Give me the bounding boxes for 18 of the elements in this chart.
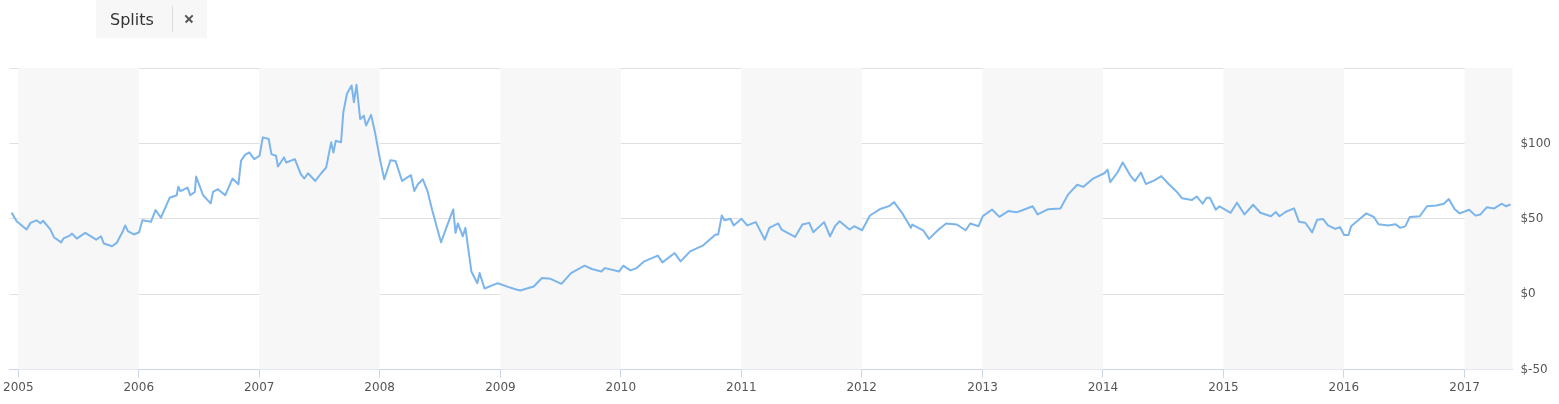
y-tick-label: $0 — [1520, 286, 1536, 301]
x-tick-label: 2013 — [967, 379, 998, 394]
text: Splits — [109, 9, 155, 29]
x-tick-label: 2009 — [485, 379, 516, 394]
x-tick-label: 2010 — [605, 379, 637, 394]
x-tick-label: 2008 — [364, 379, 395, 394]
y-tick-label: $50 — [1520, 210, 1544, 225]
x-tick-label: 2014 — [1087, 379, 1119, 394]
x-tick-label: 2006 — [123, 379, 155, 394]
x-tick-label: 2016 — [1328, 379, 1360, 394]
x-tick-label: 2011 — [726, 379, 757, 394]
x-tick-label: 2012 — [846, 379, 878, 394]
x-tick-label: 2005 — [3, 379, 34, 394]
y-tick-label: $-50 — [1520, 361, 1548, 376]
x-tick-label: 2015 — [1208, 379, 1239, 394]
y-tick-label: $100 — [1520, 135, 1552, 150]
x-tick-label: 2007 — [243, 379, 275, 394]
x-tick-label: 2017 — [1449, 379, 1480, 394]
